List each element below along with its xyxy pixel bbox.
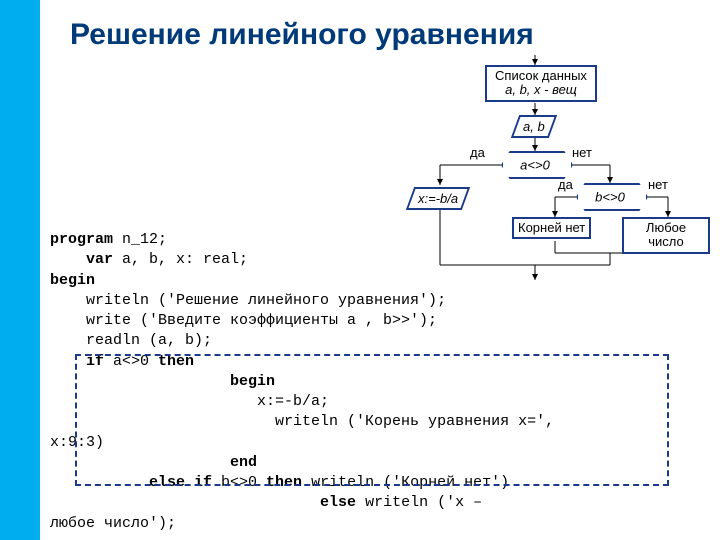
calc-text: x:=-b/a [418, 191, 458, 206]
label-no-2: нет [648, 177, 668, 192]
c2: a, b, x: real; [113, 251, 248, 268]
c6: readln (a, b); [50, 332, 212, 349]
dec-b-text: b<>0 [595, 190, 625, 205]
calc-box: x:=-b/a [406, 187, 470, 210]
dashed-highlight [75, 354, 669, 486]
kw-begin: begin [50, 272, 95, 289]
label-yes-1: да [470, 145, 485, 160]
c1: n_12; [113, 231, 167, 248]
c4: writeln ('Решение линейного уравнения'); [50, 292, 446, 309]
kw-else: else [50, 494, 356, 511]
kw-var: var [50, 251, 113, 268]
data-box: Список данных a, b, x - вещ [485, 65, 597, 102]
data-l1: Список данных [495, 68, 587, 83]
c5: write ('Введите коэффициенты a , b>>'); [50, 312, 437, 329]
accent-stripe [0, 0, 40, 540]
decision-a: a<>0 [501, 151, 569, 179]
label-yes-2: да [558, 177, 573, 192]
decision-b: b<>0 [576, 183, 644, 211]
page-title: Решение линейного уравнения [70, 18, 534, 52]
input-text: a, b [523, 119, 545, 134]
c13: writeln ('x – [356, 494, 491, 511]
kw-program: program [50, 231, 113, 248]
data-l2: a, b, x - вещ [505, 82, 577, 97]
label-no-1: нет [572, 145, 592, 160]
dec-a-text: a<>0 [520, 158, 550, 173]
c13c: любое число'); [50, 515, 176, 532]
